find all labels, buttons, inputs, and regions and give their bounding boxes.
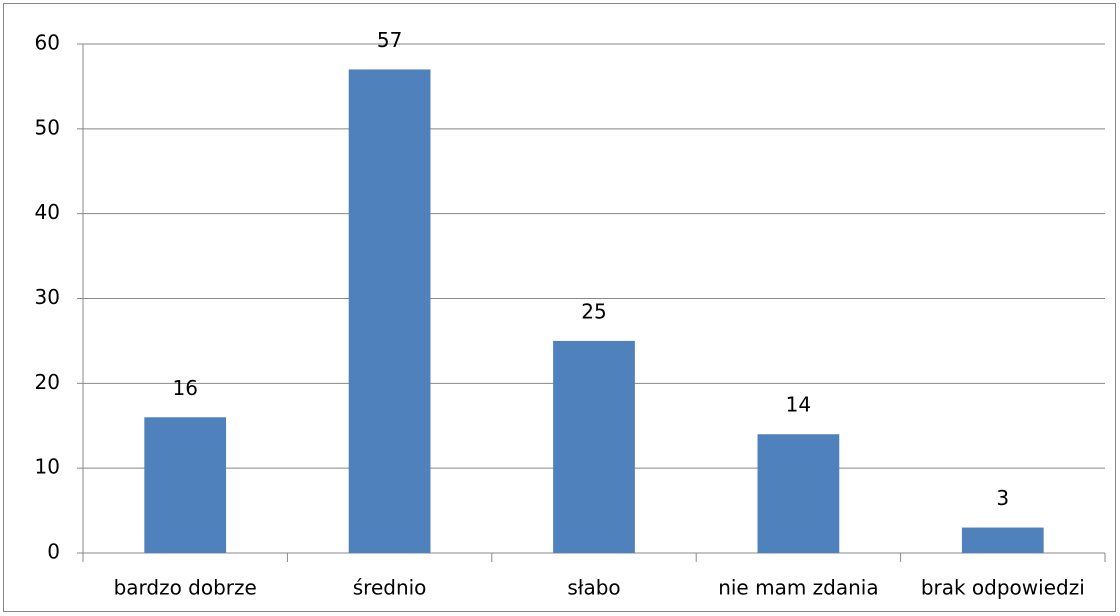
x-tick-label: nie mam zdania: [718, 576, 878, 600]
data-label: 14: [786, 393, 811, 417]
bar: [348, 69, 431, 553]
y-tick-label: 10: [35, 455, 60, 479]
y-tick-label: 30: [35, 285, 60, 309]
data-label: 16: [172, 376, 197, 400]
y-tick-label: 60: [35, 31, 60, 55]
y-tick-label: 0: [47, 540, 60, 564]
bar: [961, 527, 1044, 553]
x-tick-label: średnio: [353, 576, 427, 600]
x-tick-label: słabo: [567, 576, 620, 600]
y-tick-label: 50: [35, 115, 60, 139]
data-label: 57: [377, 28, 402, 52]
y-tick-label: 40: [35, 200, 60, 224]
bar: [144, 417, 227, 553]
y-tick-label: 20: [35, 370, 60, 394]
data-label: 25: [581, 299, 606, 323]
x-tick-label: brak odpowiedzi: [921, 576, 1085, 600]
data-label: 3: [996, 486, 1009, 510]
bar: [553, 340, 635, 553]
x-tick-label: bardzo dobrze: [114, 576, 257, 600]
bar: [757, 434, 840, 553]
